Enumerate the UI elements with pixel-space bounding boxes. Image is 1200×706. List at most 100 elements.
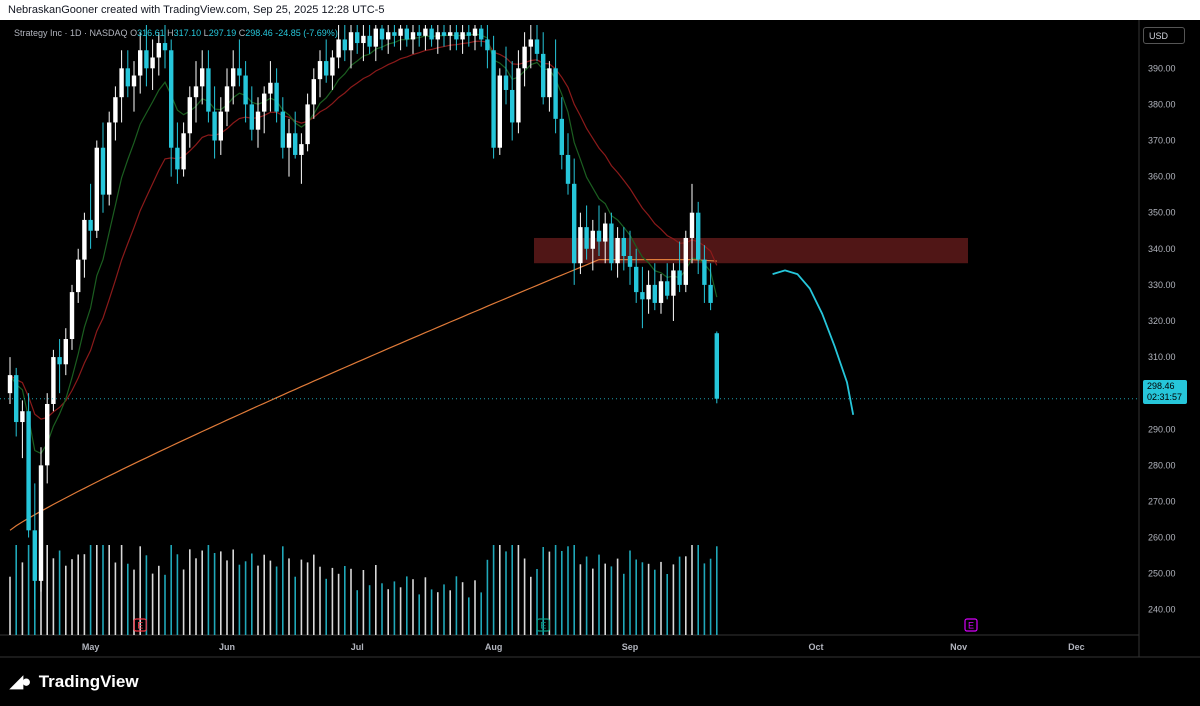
candle-body [45,403,50,466]
candle-body [652,284,657,303]
candle-body [156,43,161,58]
candle-body [224,86,230,112]
candle-body [553,68,558,119]
candle-body [547,68,552,98]
y-tick-label: 380.00 [1148,99,1176,109]
high-value: H317.10 [167,28,202,38]
y-tick-label: 390.00 [1148,63,1176,73]
candle-body [460,32,465,40]
x-tick-label: Aug [485,642,503,652]
candle-body [262,93,267,112]
candle-body [485,39,490,51]
candle-body [454,32,459,40]
candle-body [119,68,124,98]
candle-body [63,339,68,365]
projection-path [772,269,855,415]
candle-body [696,212,701,260]
candle-body [169,50,174,148]
candle-body [417,32,422,36]
earnings-marker [133,618,147,632]
candle-body [206,68,211,112]
candle-body [317,61,323,80]
candle-body [330,57,335,76]
candle-body [572,183,577,264]
y-tick-label: 350.00 [1148,208,1176,218]
y-tick-label: 310.00 [1148,352,1176,362]
candle-body [274,82,279,112]
symbol-legend[interactable]: Strategy Inc · 1D · NASDAQ O316.61 H317.… [14,28,338,38]
candle-body [280,111,285,148]
candle-body [342,39,347,51]
candle-body [373,28,378,47]
candle-body [559,118,564,155]
symbol-name: Strategy Inc · 1D · NASDAQ [14,28,128,38]
candle-body [671,270,676,296]
candle-body [26,411,31,531]
earnings-marker-label: E [540,621,546,631]
candle-body [299,144,304,155]
earnings-marker-label: E [968,621,974,631]
candle-body [69,292,75,340]
candle-body [125,68,130,87]
candle-body [57,357,62,365]
chart-frame[interactable] [0,20,1200,706]
candle-body [107,122,112,195]
candle-body [603,223,608,242]
candle-body [7,375,13,394]
last-price-tag: 298.46 02:31:57 [1143,380,1187,404]
watermark-text: NebraskanGooner created with TradingView… [8,4,385,16]
watermark-header: NebraskanGooner created with TradingView… [0,0,1200,20]
candle-body [584,227,589,249]
candle-body [404,28,409,40]
candle-body [665,281,670,296]
y-tick-label: 360.00 [1148,172,1176,182]
y-tick-label: 240.00 [1148,605,1176,615]
x-tick-label: Nov [950,642,967,652]
candle-body [138,50,143,76]
x-tick-label: Dec [1068,642,1085,652]
plot-area [0,25,1138,635]
x-tick-label: Oct [808,642,823,652]
currency-button[interactable]: USD [1143,27,1185,44]
candle-body [522,46,527,69]
candle-body [348,32,354,51]
candle-body [621,237,626,257]
candle-body [218,111,223,141]
brand-name: TradingView [38,672,139,691]
candle-body [162,43,168,51]
candle-body [324,61,329,76]
candle-body [609,223,614,264]
candle-body [528,39,533,47]
candle-body [683,237,688,285]
candle-body [355,32,360,44]
candle-body [249,104,254,130]
candle-body [293,133,298,155]
bar-countdown-label: 02:31:57 [1147,392,1183,402]
candle-body [448,32,453,36]
y-tick-label: 340.00 [1148,244,1176,254]
open-value: O316.61 [130,28,165,38]
candle-body [516,68,521,123]
candle-body [51,357,56,404]
candle-body [386,32,391,40]
ema-mid-line [9,40,718,420]
candle-body [231,68,236,87]
candle-body [82,219,87,260]
last-price-label: 298.46 [1147,381,1175,391]
candle-body [479,28,484,40]
earnings-marker-label: E [137,621,143,631]
earnings-marker [964,618,978,632]
candle-body [646,284,651,300]
candle-body [658,281,664,303]
candle-body [336,39,341,58]
tradingview-brand[interactable]: ◢● TradingView [10,672,139,692]
candle-body [497,75,502,148]
candle-body [113,97,118,123]
candle-body [243,75,248,105]
candle-body [708,284,713,303]
candle-body [76,259,81,293]
candle-body [255,111,261,130]
candle-body [20,411,25,423]
candle-body [627,256,633,267]
price-chart[interactable]: 240.00250.00260.00270.00280.00290.00300.… [0,20,1200,706]
